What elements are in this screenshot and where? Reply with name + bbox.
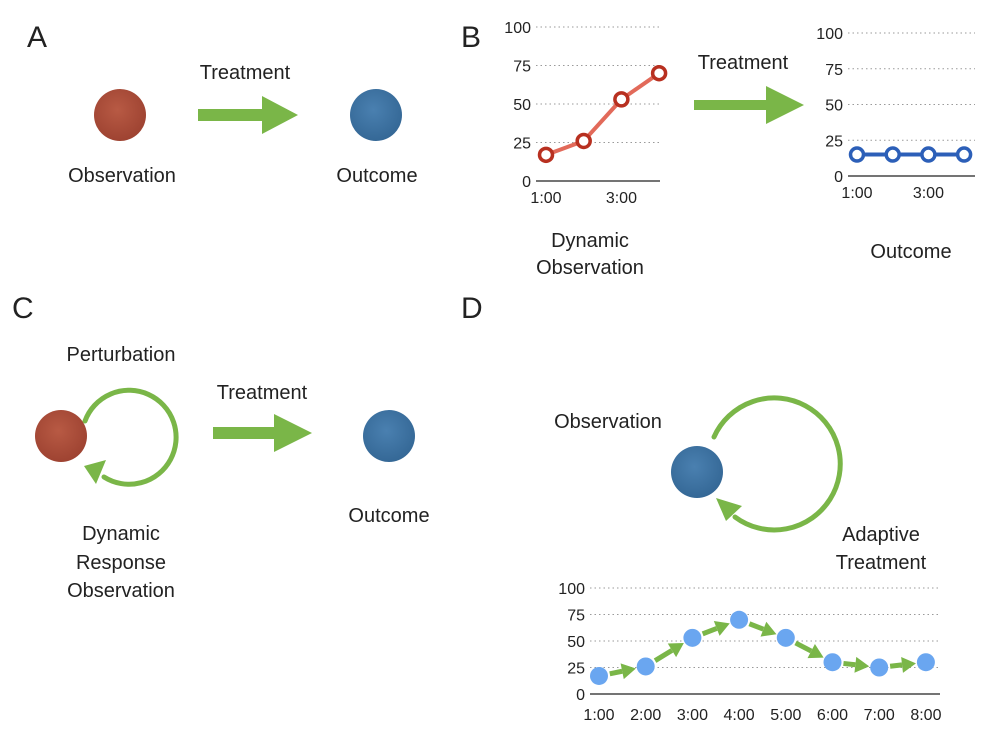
response-label-line3: Observation — [67, 580, 175, 602]
trajectory-arrow-shaft — [794, 640, 813, 654]
adaptive-loop-arrowhead — [716, 498, 742, 521]
panel-d: D Observation Adaptive Treatment 0 25 50 75… — [461, 292, 942, 724]
data-point — [955, 146, 973, 163]
x-tick-label: 1:00 — [841, 185, 872, 202]
data-point — [823, 653, 842, 672]
x-tick-label: 8:00 — [910, 707, 941, 724]
y-tick-label: 75 — [513, 59, 531, 76]
data-point — [636, 657, 655, 676]
data-point — [590, 666, 608, 685]
y-tick-label: 0 — [834, 169, 843, 186]
outcome-caption: Outcome — [870, 241, 951, 263]
data-point — [613, 91, 630, 108]
outcome-node — [350, 89, 402, 141]
dynamic-caption-line2: Observation — [536, 257, 644, 279]
trajectory-arrow-shaft — [889, 662, 903, 669]
dynamic-caption-line1: Dynamic — [551, 230, 629, 252]
trajectory-arrow-shaft — [653, 648, 674, 663]
perturbation-node — [35, 410, 87, 462]
data-point — [683, 628, 702, 647]
data-point — [575, 132, 592, 150]
chart-b-right: 0 25 50 75 100 1:00 3:00 — [816, 26, 975, 202]
response-label-line2: Response — [76, 552, 166, 574]
x-tick-label: 3:00 — [677, 707, 708, 724]
data-point — [916, 653, 935, 672]
trajectory-arrowhead — [901, 656, 916, 673]
trajectory-arrowhead — [667, 643, 684, 658]
panel-b: B 0 25 50 75 100 1:00 3:00 Treatment 0 25 50 75 10… — [461, 20, 975, 279]
outcome-label: Outcome — [336, 165, 417, 187]
outcome-node — [363, 410, 415, 462]
perturbation-label: Perturbation — [67, 344, 176, 366]
observation-label: Observation — [554, 411, 662, 433]
treatment-arrow — [198, 96, 298, 134]
x-tick-label: 2:00 — [630, 707, 661, 724]
treatment-label: Treatment — [217, 382, 308, 404]
observation-node — [671, 446, 723, 498]
x-tick-label: 5:00 — [770, 707, 801, 724]
series-line — [545, 71, 661, 157]
data-point — [884, 146, 901, 163]
data-point — [537, 146, 555, 164]
data-point — [920, 146, 937, 163]
treatment-label: Treatment — [200, 62, 291, 84]
y-tick-label: 50 — [513, 97, 531, 114]
trajectory-arrow-shaft — [701, 626, 718, 637]
treatment-arrow — [694, 86, 804, 124]
y-tick-label: 25 — [513, 136, 531, 153]
x-tick-label: 1:00 — [530, 190, 561, 207]
y-tick-label: 100 — [816, 26, 843, 43]
adaptive-label-line2: Treatment — [836, 552, 927, 574]
y-tick-label: 0 — [522, 174, 531, 191]
y-tick-label: 75 — [567, 608, 585, 625]
outcome-label: Outcome — [348, 505, 429, 527]
panel-c-letter: C — [12, 292, 34, 325]
adaptive-treatment-loop — [711, 395, 843, 533]
y-tick-label: 25 — [825, 133, 843, 150]
response-label-line1: Dynamic — [82, 523, 160, 545]
panel-d-letter: D — [461, 292, 483, 325]
observation-node — [94, 89, 146, 141]
panel-a: A Treatment Observation Outcome — [27, 21, 418, 187]
y-tick-label: 50 — [825, 98, 843, 115]
x-tick-label: 4:00 — [724, 707, 755, 724]
x-tick-label: 7:00 — [864, 707, 895, 724]
x-tick-label: 1:00 — [583, 707, 614, 724]
panel-a-letter: A — [27, 21, 47, 54]
trajectory-arrowhead — [854, 656, 870, 673]
perturbation-loop — [82, 387, 179, 487]
panel-b-letter: B — [461, 21, 481, 54]
y-tick-label: 100 — [504, 20, 531, 37]
treatment-label: Treatment — [698, 52, 789, 74]
y-tick-label: 50 — [567, 634, 585, 651]
chart-d: 0 25 50 75 100 1:00 2:00 3:00 4:00 5:00 6:00 7:00 8:… — [558, 581, 941, 724]
trajectory-arrowhead — [807, 644, 824, 659]
data-point — [730, 610, 749, 629]
data-point — [870, 658, 889, 677]
trajectory-arrowhead — [760, 621, 777, 637]
adaptive-label-line1: Adaptive — [842, 524, 920, 546]
x-tick-label: 3:00 — [913, 185, 944, 202]
trajectory-arrow-shaft — [843, 660, 856, 668]
data-point — [776, 628, 795, 647]
data-point — [848, 146, 866, 163]
y-tick-label: 25 — [567, 661, 585, 678]
trajectory-arrow-shaft — [748, 621, 765, 632]
trajectory-arrow-shaft — [609, 668, 623, 677]
trajectory-arrowhead — [620, 663, 636, 680]
panel-c: C Perturbation Treatment Dynamic Respons… — [12, 292, 430, 602]
chart-b-left: 0 25 50 75 100 1:00 3:00 — [504, 20, 668, 207]
data-point — [650, 64, 668, 82]
treatment-arrow — [213, 414, 312, 452]
trajectory-arrowhead — [713, 620, 730, 636]
x-tick-label: 3:00 — [606, 190, 637, 207]
y-tick-label: 0 — [576, 687, 585, 704]
observation-label: Observation — [68, 165, 176, 187]
y-tick-label: 75 — [825, 62, 843, 79]
perturbation-loop-arrowhead — [84, 460, 106, 484]
y-tick-label: 100 — [558, 581, 585, 598]
x-tick-label: 6:00 — [817, 707, 848, 724]
